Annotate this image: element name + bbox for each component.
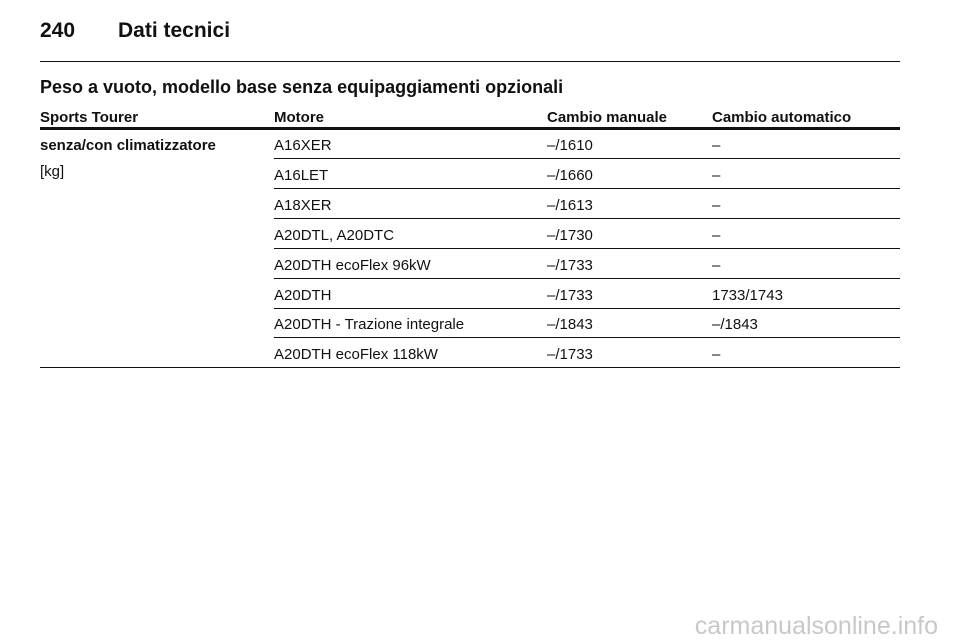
cell: –/1733 <box>547 286 593 304</box>
cell: A16LET <box>274 166 329 184</box>
cell: A20DTH - Trazione integrale <box>274 316 465 334</box>
cell: A20DTH ecoFlex 96kW <box>274 256 431 274</box>
cell: – <box>712 256 721 274</box>
header-rule <box>40 61 900 62</box>
cell: –/1660 <box>547 166 593 184</box>
row-rule <box>274 187 900 189</box>
column-header: Cambio manuale <box>547 109 668 126</box>
column-header: Sports Tourer <box>40 109 139 126</box>
cell: –/1733 <box>547 256 593 274</box>
cell: –/1610 <box>547 137 593 154</box>
row-label: senza/con climatizzatore <box>40 137 216 154</box>
cell: A16XER <box>274 137 332 154</box>
header-underline <box>40 127 900 130</box>
row-rule <box>274 217 900 219</box>
cell: A20DTL, A20DTC <box>274 226 395 244</box>
row-rule <box>40 367 900 369</box>
row-rule <box>274 247 900 249</box>
column-header: Motore <box>274 109 324 126</box>
page-number: 240 <box>40 19 76 42</box>
cell: –/1733 <box>547 346 593 364</box>
cell: A20DTH <box>274 286 332 304</box>
column-header: Cambio automatico <box>712 109 852 126</box>
cell: – <box>712 137 721 154</box>
section-title: Dati tecnici <box>118 19 231 42</box>
unit: [kg] <box>40 163 65 180</box>
cell: A20DTH ecoFlex 118kW <box>274 346 438 364</box>
cell: –/1730 <box>547 226 593 244</box>
cell: – <box>712 166 721 184</box>
row-rule <box>274 337 900 339</box>
row-rule <box>274 307 900 309</box>
row-rule <box>274 277 900 279</box>
table-title: Peso a vuoto, modello base senza equipag… <box>40 77 564 97</box>
row-rule <box>274 158 900 159</box>
cell: – <box>712 226 721 244</box>
cell: –/1613 <box>547 196 593 214</box>
cell: –/1843 <box>547 316 593 334</box>
cell: 1733/1743 <box>712 286 783 304</box>
cell: – <box>712 346 721 364</box>
cell: – <box>712 196 721 214</box>
cell: A18XER <box>274 196 332 214</box>
watermark: carmanualsonline.info <box>694 612 938 640</box>
cell: –/1843 <box>712 316 758 334</box>
